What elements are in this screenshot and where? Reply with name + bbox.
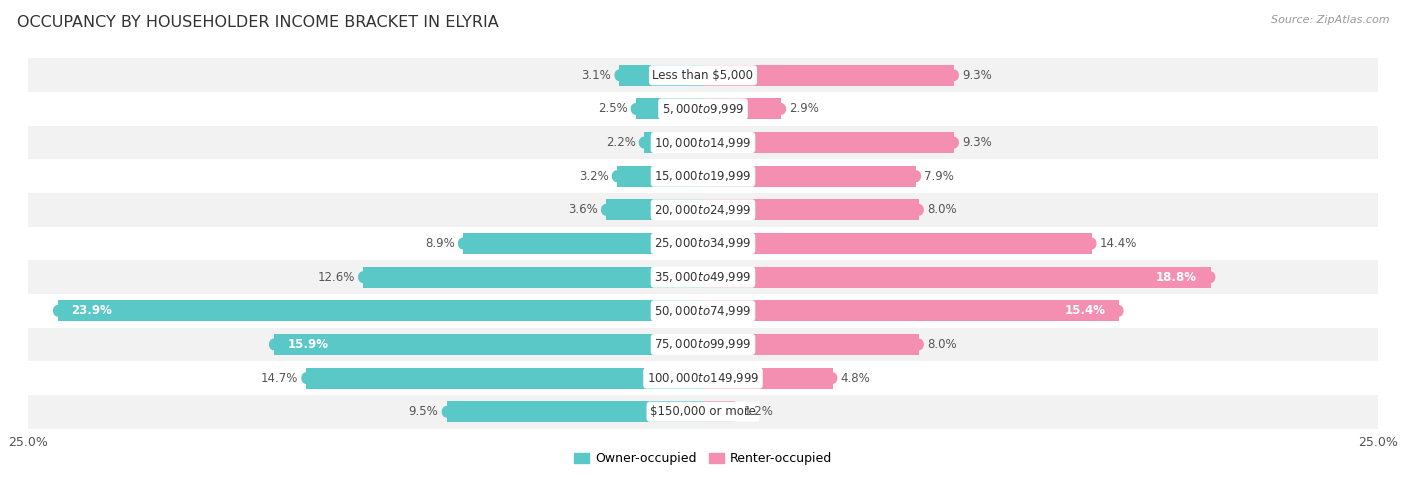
Text: $25,000 to $34,999: $25,000 to $34,999 <box>654 237 752 250</box>
Bar <box>28 361 1378 395</box>
Text: $10,000 to $14,999: $10,000 to $14,999 <box>654 135 752 150</box>
Circle shape <box>1115 305 1123 316</box>
Bar <box>28 328 1378 361</box>
Bar <box>644 132 703 153</box>
Text: 2.2%: 2.2% <box>606 136 636 149</box>
Bar <box>28 92 1378 126</box>
Bar <box>703 300 1119 321</box>
Text: 1.2%: 1.2% <box>744 405 773 418</box>
Text: 12.6%: 12.6% <box>318 271 354 283</box>
Text: 4.8%: 4.8% <box>841 372 870 385</box>
Bar <box>703 267 1211 288</box>
Text: $35,000 to $49,999: $35,000 to $49,999 <box>654 270 752 284</box>
Text: Less than $5,000: Less than $5,000 <box>652 69 754 82</box>
Circle shape <box>602 205 610 215</box>
Text: 3.2%: 3.2% <box>579 169 609 183</box>
Text: 3.1%: 3.1% <box>582 69 612 82</box>
Legend: Owner-occupied, Renter-occupied: Owner-occupied, Renter-occupied <box>568 448 838 470</box>
Text: $150,000 or more: $150,000 or more <box>650 405 756 418</box>
Text: $20,000 to $24,999: $20,000 to $24,999 <box>654 203 752 217</box>
Text: 7.9%: 7.9% <box>924 169 955 183</box>
Bar <box>703 166 917 187</box>
Bar <box>28 159 1378 193</box>
Circle shape <box>912 171 921 182</box>
Circle shape <box>915 205 924 215</box>
Text: 8.0%: 8.0% <box>927 338 956 351</box>
Circle shape <box>53 305 62 316</box>
Bar <box>28 261 1378 294</box>
Bar <box>307 368 703 389</box>
Text: Source: ZipAtlas.com: Source: ZipAtlas.com <box>1271 15 1389 25</box>
Bar <box>703 334 920 355</box>
Circle shape <box>631 104 640 114</box>
Bar <box>28 126 1378 159</box>
Circle shape <box>640 137 648 148</box>
Bar <box>703 199 920 220</box>
Circle shape <box>950 137 959 148</box>
Text: 14.4%: 14.4% <box>1099 237 1137 250</box>
Bar <box>28 58 1378 92</box>
Circle shape <box>616 70 623 80</box>
Bar <box>703 98 782 119</box>
Text: $100,000 to $149,999: $100,000 to $149,999 <box>647 371 759 385</box>
Circle shape <box>1088 238 1095 249</box>
Bar <box>703 233 1091 254</box>
Bar <box>636 98 703 119</box>
Text: 2.5%: 2.5% <box>598 102 627 115</box>
Text: 9.5%: 9.5% <box>409 405 439 418</box>
Text: OCCUPANCY BY HOUSEHOLDER INCOME BRACKET IN ELYRIA: OCCUPANCY BY HOUSEHOLDER INCOME BRACKET … <box>17 15 499 30</box>
Bar <box>703 132 955 153</box>
Text: $75,000 to $99,999: $75,000 to $99,999 <box>654 337 752 352</box>
Bar <box>58 300 703 321</box>
Bar <box>703 65 955 86</box>
Bar <box>703 401 735 422</box>
Text: 2.9%: 2.9% <box>789 102 820 115</box>
Text: 9.3%: 9.3% <box>962 136 991 149</box>
Text: 3.6%: 3.6% <box>568 204 598 216</box>
Bar <box>28 193 1378 226</box>
Bar <box>606 199 703 220</box>
Bar <box>28 395 1378 429</box>
Circle shape <box>270 339 278 350</box>
Circle shape <box>458 238 467 249</box>
Bar <box>28 226 1378 261</box>
Text: 8.9%: 8.9% <box>425 237 454 250</box>
Text: 15.4%: 15.4% <box>1064 304 1105 318</box>
Bar <box>619 65 703 86</box>
Circle shape <box>443 407 451 417</box>
Circle shape <box>828 373 837 383</box>
Circle shape <box>302 373 311 383</box>
Circle shape <box>1206 272 1215 282</box>
Bar <box>703 368 832 389</box>
Text: $15,000 to $19,999: $15,000 to $19,999 <box>654 169 752 183</box>
Circle shape <box>613 171 621 182</box>
Text: 18.8%: 18.8% <box>1156 271 1197 283</box>
Circle shape <box>359 272 367 282</box>
Bar <box>274 334 703 355</box>
Circle shape <box>915 339 924 350</box>
Text: $50,000 to $74,999: $50,000 to $74,999 <box>654 304 752 318</box>
Text: 8.0%: 8.0% <box>927 204 956 216</box>
Bar <box>363 267 703 288</box>
Text: 23.9%: 23.9% <box>72 304 112 318</box>
Text: 14.7%: 14.7% <box>260 372 298 385</box>
Bar <box>28 294 1378 328</box>
Bar <box>447 401 703 422</box>
Bar <box>463 233 703 254</box>
Text: 9.3%: 9.3% <box>962 69 991 82</box>
Text: $5,000 to $9,999: $5,000 to $9,999 <box>662 102 744 116</box>
Circle shape <box>950 70 959 80</box>
Circle shape <box>731 407 740 417</box>
Text: 15.9%: 15.9% <box>287 338 328 351</box>
Circle shape <box>778 104 786 114</box>
Bar <box>617 166 703 187</box>
